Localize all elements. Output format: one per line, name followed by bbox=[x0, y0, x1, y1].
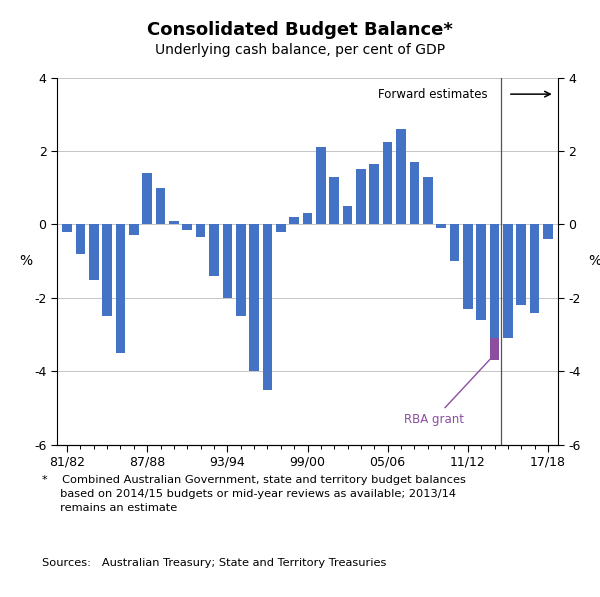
Bar bbox=[182, 224, 192, 230]
Text: Consolidated Budget Balance*: Consolidated Budget Balance* bbox=[147, 21, 453, 39]
Bar bbox=[543, 224, 553, 239]
Bar bbox=[263, 224, 272, 390]
Text: Underlying cash balance, per cent of GDP: Underlying cash balance, per cent of GDP bbox=[155, 43, 445, 57]
Bar bbox=[503, 224, 513, 338]
Bar bbox=[436, 224, 446, 228]
Bar bbox=[223, 224, 232, 298]
Bar bbox=[343, 206, 352, 224]
Bar bbox=[383, 142, 392, 224]
Bar bbox=[62, 224, 72, 232]
Bar bbox=[129, 224, 139, 235]
Text: Sources:   Australian Treasury; State and Territory Treasuries: Sources: Australian Treasury; State and … bbox=[42, 558, 386, 568]
Bar bbox=[316, 147, 326, 224]
Bar bbox=[476, 224, 486, 320]
Bar bbox=[276, 224, 286, 232]
Bar bbox=[517, 224, 526, 305]
Bar bbox=[423, 177, 433, 224]
Bar bbox=[396, 129, 406, 224]
Text: Forward estimates: Forward estimates bbox=[378, 88, 488, 101]
Text: *    Combined Australian Government, state and territory budget balances
     ba: * Combined Australian Government, state … bbox=[42, 475, 466, 513]
Bar bbox=[289, 217, 299, 224]
Y-axis label: %: % bbox=[588, 254, 600, 268]
Bar bbox=[302, 214, 313, 224]
Bar bbox=[102, 224, 112, 316]
Bar bbox=[463, 224, 473, 309]
Y-axis label: %: % bbox=[19, 254, 32, 268]
Bar bbox=[116, 224, 125, 353]
Bar bbox=[370, 164, 379, 224]
Bar bbox=[449, 224, 459, 261]
Bar bbox=[530, 224, 539, 313]
Bar bbox=[329, 177, 339, 224]
Bar bbox=[89, 224, 98, 279]
Text: RBA grant: RBA grant bbox=[404, 352, 496, 426]
Bar bbox=[196, 224, 205, 238]
Bar bbox=[156, 187, 166, 224]
Bar bbox=[169, 221, 179, 224]
Bar bbox=[249, 224, 259, 371]
Bar bbox=[76, 224, 85, 254]
Bar bbox=[490, 338, 499, 361]
Bar bbox=[410, 162, 419, 224]
Bar bbox=[236, 224, 245, 316]
Bar bbox=[490, 224, 499, 338]
Bar bbox=[209, 224, 219, 276]
Bar bbox=[142, 173, 152, 224]
Bar bbox=[356, 170, 366, 224]
